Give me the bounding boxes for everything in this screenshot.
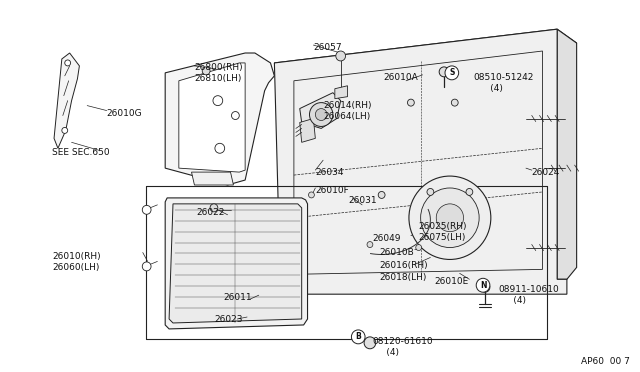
- Text: 26016(RH)
26018(LH): 26016(RH) 26018(LH): [380, 262, 428, 282]
- Circle shape: [420, 188, 479, 247]
- Circle shape: [409, 176, 491, 259]
- Circle shape: [408, 99, 414, 106]
- Circle shape: [142, 205, 151, 214]
- Circle shape: [480, 282, 490, 292]
- Text: 26011: 26011: [224, 293, 252, 302]
- Text: 26022: 26022: [196, 208, 225, 217]
- Circle shape: [310, 103, 333, 126]
- Text: 26024: 26024: [532, 168, 560, 177]
- Polygon shape: [165, 53, 275, 185]
- Text: SEE SEC.650: SEE SEC.650: [52, 148, 109, 157]
- Polygon shape: [275, 29, 567, 294]
- Text: 26057: 26057: [314, 43, 342, 52]
- Text: 26800(RH)
26810(LH): 26800(RH) 26810(LH): [195, 63, 243, 83]
- Circle shape: [336, 51, 346, 61]
- Text: 26010A: 26010A: [383, 73, 419, 82]
- Polygon shape: [165, 198, 308, 329]
- Text: 08510-51242
      (4): 08510-51242 (4): [474, 73, 534, 93]
- Circle shape: [215, 143, 225, 153]
- Circle shape: [65, 60, 70, 66]
- Circle shape: [364, 337, 376, 349]
- Circle shape: [476, 278, 490, 292]
- Circle shape: [202, 67, 210, 75]
- Text: S: S: [449, 68, 454, 77]
- Polygon shape: [54, 53, 79, 148]
- Circle shape: [351, 330, 365, 344]
- Text: 26010(RH)
26060(LH): 26010(RH) 26060(LH): [52, 251, 100, 272]
- Text: 26010G: 26010G: [107, 109, 142, 118]
- Circle shape: [210, 204, 218, 212]
- Circle shape: [436, 204, 463, 232]
- Circle shape: [416, 244, 422, 250]
- Text: 26014(RH)
26064(LH): 26014(RH) 26064(LH): [323, 101, 372, 121]
- Circle shape: [213, 96, 223, 106]
- Text: 08911-10610
     (4): 08911-10610 (4): [499, 285, 559, 305]
- Text: 26049: 26049: [372, 234, 401, 243]
- Text: 26010F: 26010F: [316, 186, 349, 195]
- Circle shape: [62, 128, 68, 134]
- Circle shape: [308, 192, 314, 198]
- Text: 26023: 26023: [214, 315, 243, 324]
- Polygon shape: [169, 204, 301, 323]
- Polygon shape: [557, 29, 577, 279]
- Circle shape: [316, 109, 327, 121]
- Text: N: N: [480, 281, 486, 290]
- Circle shape: [451, 99, 458, 106]
- Circle shape: [466, 189, 473, 195]
- Circle shape: [142, 262, 151, 271]
- Text: 26034: 26034: [316, 168, 344, 177]
- Polygon shape: [275, 29, 577, 76]
- Circle shape: [427, 189, 434, 195]
- Polygon shape: [191, 172, 234, 185]
- Text: 26025(RH)
26075(LH): 26025(RH) 26075(LH): [419, 222, 467, 242]
- Polygon shape: [300, 93, 340, 128]
- Polygon shape: [335, 86, 348, 99]
- Polygon shape: [179, 63, 245, 172]
- Text: B: B: [355, 332, 361, 341]
- Text: 08120-61610
     (4): 08120-61610 (4): [372, 337, 433, 357]
- Circle shape: [439, 67, 449, 77]
- Text: 26031: 26031: [349, 196, 377, 205]
- Circle shape: [367, 241, 373, 247]
- Text: 26010E: 26010E: [435, 277, 468, 286]
- Circle shape: [232, 112, 239, 119]
- Polygon shape: [300, 119, 316, 142]
- Circle shape: [378, 192, 385, 198]
- Circle shape: [445, 66, 459, 80]
- Text: AP60  00 7: AP60 00 7: [580, 357, 629, 366]
- Text: 26010B: 26010B: [380, 247, 415, 257]
